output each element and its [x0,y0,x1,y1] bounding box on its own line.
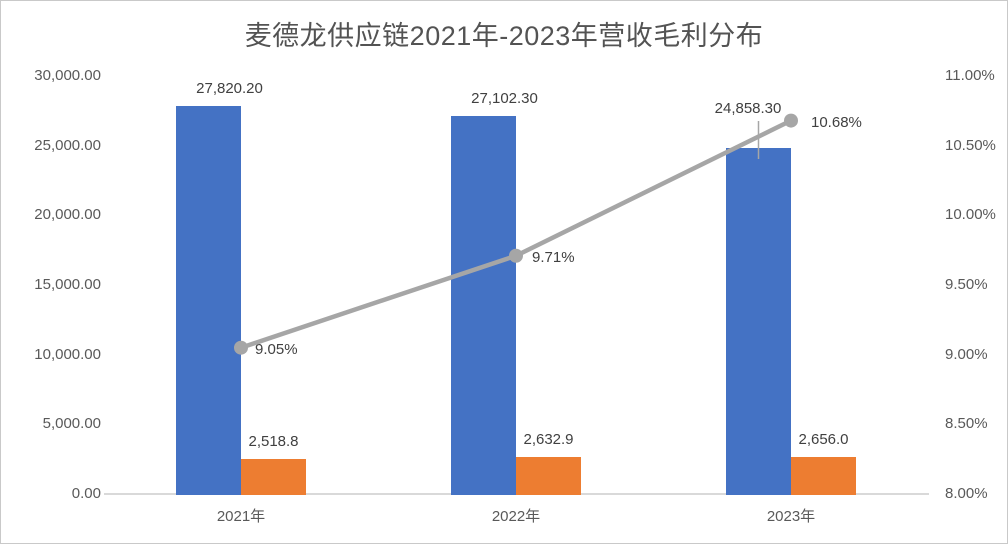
gross-margin-data-label: 10.68% [811,113,862,131]
chart-title: 麦德龙供应链2021年-2023年营收毛利分布 [244,21,764,51]
gross-profit-data-label: 2,518.8 [248,432,299,450]
gross-profit-data-label: 2,656.0 [798,430,849,448]
revenue-bar [451,116,516,495]
x-axis-category-label: 2023年 [766,508,816,525]
revenue-data-label: 27,102.30 [471,90,538,108]
gross-margin-point [784,113,798,128]
secondary-axis-tick-label: 11.00% [945,67,995,84]
gross-margin-line [240,118,792,350]
y-axis-tick-label: 10,000.00 [34,345,101,363]
y-axis-tick-label: 25,000.00 [34,136,101,154]
secondary-axis-tick-label: 8.50% [945,415,988,433]
secondary-axis-tick-label: 8.00% [945,485,988,502]
gross-profit-bar [516,457,581,495]
revenue-data-label: 24,858.30 [714,100,782,117]
y-axis-tick-label: 15,000.00 [34,276,101,293]
gross-profit-bar [791,456,856,495]
gross-margin-data-label: 9.71% [532,248,575,266]
secondary-axis-tick-label: 9.50% [945,276,988,293]
revenue-data-label: 27,820.20 [196,80,263,98]
secondary-axis-tick-label: 9.00% [945,345,988,363]
x-axis-category-label: 2022年 [491,508,541,525]
gross-profit-data-label: 2,632.9 [523,431,574,449]
secondary-axis-tick-label: 10.50% [945,136,996,154]
y-axis-tick-label: 5,000.00 [42,415,101,433]
revenue-bar [726,147,791,495]
secondary-axis-tick-label: 10.00% [945,206,996,224]
gross-profit-bar [241,458,306,495]
y-axis-tick-label: 30,000.00 [34,67,101,84]
revenue-bar [176,106,241,495]
y-axis-tick-label: 20,000.00 [34,206,101,224]
x-axis-category-label: 2021年 [216,508,266,525]
gross-margin-data-label: 9.05% [255,340,298,358]
y-axis-tick-label: 0.00 [71,485,101,502]
